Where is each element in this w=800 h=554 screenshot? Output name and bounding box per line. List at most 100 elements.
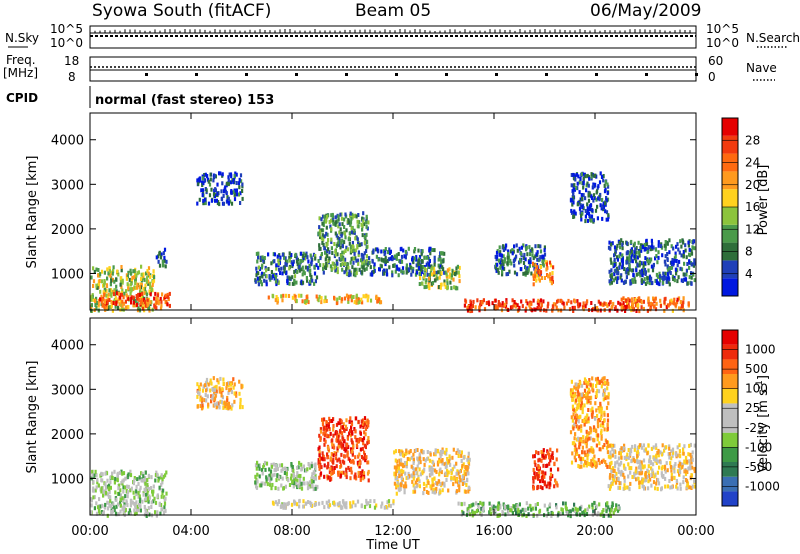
echo-cell xyxy=(578,425,581,430)
echo-cell xyxy=(364,445,367,450)
echo-cell xyxy=(693,466,696,471)
echo-cell xyxy=(650,460,653,465)
echo-cell xyxy=(105,284,109,289)
echo-cell xyxy=(404,255,407,260)
echo-cell xyxy=(328,475,331,480)
echo-cell xyxy=(288,276,291,281)
echo-cell xyxy=(407,471,410,476)
echo-cell xyxy=(415,484,418,489)
echo-cell xyxy=(393,472,396,477)
echo-cell xyxy=(414,272,418,277)
echo-cell xyxy=(555,305,558,310)
echo-cell xyxy=(438,275,441,280)
echo-cell xyxy=(263,481,267,486)
echo-cell xyxy=(162,251,165,256)
echo-cell xyxy=(227,182,230,187)
echo-cell xyxy=(360,297,363,302)
echo-cell xyxy=(108,503,111,508)
echo-cell xyxy=(682,451,685,456)
echo-cell xyxy=(216,403,219,408)
echo-cell xyxy=(128,508,131,513)
echo-cell xyxy=(143,300,147,305)
echo-cell xyxy=(640,471,643,476)
echo-cell xyxy=(639,243,643,248)
echo-cell xyxy=(656,486,659,491)
echo-cell xyxy=(362,421,365,426)
echo-cell xyxy=(551,511,554,516)
echo-cell xyxy=(537,270,540,275)
echo-cell xyxy=(265,274,268,279)
echo-cell xyxy=(135,484,138,489)
echo-cell xyxy=(121,496,124,501)
echo-cell xyxy=(586,433,589,438)
echo-cell xyxy=(422,457,425,462)
echo-cell xyxy=(305,276,308,280)
echo-cell xyxy=(577,402,581,407)
echo-cell xyxy=(445,461,448,466)
echo-cell xyxy=(638,298,641,303)
echo-cell xyxy=(424,458,427,463)
echo-cell xyxy=(102,489,105,494)
echo-cell xyxy=(574,420,577,425)
echo-cell xyxy=(597,196,600,201)
echo-cell xyxy=(539,479,542,484)
echo-cell xyxy=(294,268,297,273)
echo-cell xyxy=(460,453,463,458)
echo-cell xyxy=(400,254,404,259)
echo-cell xyxy=(599,401,602,406)
echo-cell xyxy=(682,250,685,254)
echo-cell xyxy=(262,258,265,263)
echo-cell xyxy=(143,304,146,309)
echo-cell xyxy=(626,300,629,305)
echo-cell xyxy=(602,513,605,518)
echo-cell xyxy=(621,256,624,261)
colorbar-segment xyxy=(722,476,738,492)
echo-cell xyxy=(345,501,348,506)
echo-cell xyxy=(690,486,693,490)
echo-cell xyxy=(693,246,696,251)
echo-cell xyxy=(341,238,344,243)
echo-cell xyxy=(121,299,124,304)
echo-cell xyxy=(609,513,612,518)
echo-cell xyxy=(443,251,446,256)
echo-cell xyxy=(607,395,610,400)
echo-cell xyxy=(165,491,168,496)
echo-cell xyxy=(548,260,552,265)
echo-cell xyxy=(288,281,291,286)
echo-cell xyxy=(117,272,120,277)
echo-cell xyxy=(670,476,673,481)
echo-cell xyxy=(666,272,670,276)
echo-cell xyxy=(362,425,365,429)
echo-cell xyxy=(273,252,276,257)
echo-cell xyxy=(403,254,406,259)
echo-cell xyxy=(339,428,342,433)
echo-cell xyxy=(607,505,610,510)
echo-cell xyxy=(607,213,610,218)
echo-cell xyxy=(629,481,632,486)
echo-cell xyxy=(675,259,678,263)
echo-cell xyxy=(649,477,652,482)
echo-cell xyxy=(312,479,315,484)
echo-cell xyxy=(132,490,135,495)
echo-cell xyxy=(96,480,99,485)
echo-cell xyxy=(685,255,688,260)
echo-cell xyxy=(608,279,611,284)
colorbar-label: 1000 xyxy=(745,343,776,357)
echo-cell xyxy=(432,267,436,271)
echo-cell xyxy=(142,474,145,479)
echo-cell xyxy=(119,509,122,514)
echo-cell xyxy=(90,498,93,503)
echo-cell xyxy=(324,439,327,444)
echo-cell xyxy=(303,468,307,473)
echo-cell xyxy=(276,474,279,478)
echo-cell xyxy=(157,301,160,306)
echo-cell xyxy=(571,305,574,310)
echo-cell xyxy=(127,511,130,516)
echo-cell xyxy=(693,258,696,263)
echo-cell xyxy=(356,244,359,248)
echo-cell xyxy=(95,301,98,305)
echo-cell xyxy=(382,258,385,263)
echo-cell xyxy=(285,262,288,267)
echo-cell xyxy=(146,482,149,487)
echo-cell xyxy=(436,481,439,486)
